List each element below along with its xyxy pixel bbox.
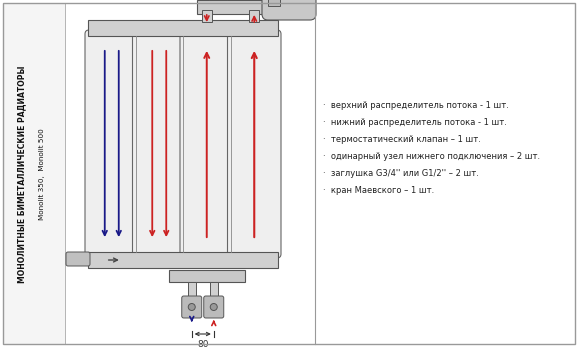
- Text: ·  кран Маевского – 1 шт.: · кран Маевского – 1 шт.: [323, 186, 434, 195]
- Text: Monolit 350,  Monolit 500: Monolit 350, Monolit 500: [39, 128, 45, 220]
- Bar: [169, 270, 244, 282]
- Text: ·  нижний распределитель потока - 1 шт.: · нижний распределитель потока - 1 шт.: [323, 118, 507, 127]
- FancyBboxPatch shape: [228, 30, 281, 258]
- FancyBboxPatch shape: [181, 296, 202, 318]
- FancyBboxPatch shape: [85, 30, 139, 258]
- Bar: [249, 10, 260, 22]
- Bar: [88, 252, 278, 268]
- FancyBboxPatch shape: [180, 30, 234, 258]
- Bar: [268, 0, 280, 6]
- FancyBboxPatch shape: [66, 252, 90, 266]
- Bar: [202, 10, 212, 22]
- Text: 80: 80: [197, 340, 209, 347]
- Text: МОНОЛИТНЫЕ БИМЕТАЛЛИЧЕСКИЕ РАДИАТОРЫ: МОНОЛИТНЫЕ БИМЕТАЛЛИЧЕСКИЕ РАДИАТОРЫ: [17, 65, 27, 283]
- Bar: [3, 3, 65, 344]
- Circle shape: [188, 304, 195, 311]
- Bar: [197, 0, 264, 14]
- Bar: [210, 282, 218, 300]
- Text: ·  термостатический клапан – 1 шт.: · термостатический клапан – 1 шт.: [323, 135, 481, 144]
- FancyBboxPatch shape: [204, 296, 224, 318]
- FancyBboxPatch shape: [262, 0, 316, 20]
- Circle shape: [210, 304, 217, 311]
- Bar: [188, 282, 196, 300]
- Bar: [88, 20, 278, 36]
- Text: ·  одинарный узел нижнего подключения – 2 шт.: · одинарный узел нижнего подключения – 2…: [323, 152, 540, 161]
- FancyBboxPatch shape: [132, 30, 186, 258]
- Text: ·  верхний распределитель потока - 1 шт.: · верхний распределитель потока - 1 шт.: [323, 101, 509, 110]
- Text: ·  заглушка G3/4'' или G1/2'' – 2 шт.: · заглушка G3/4'' или G1/2'' – 2 шт.: [323, 169, 479, 178]
